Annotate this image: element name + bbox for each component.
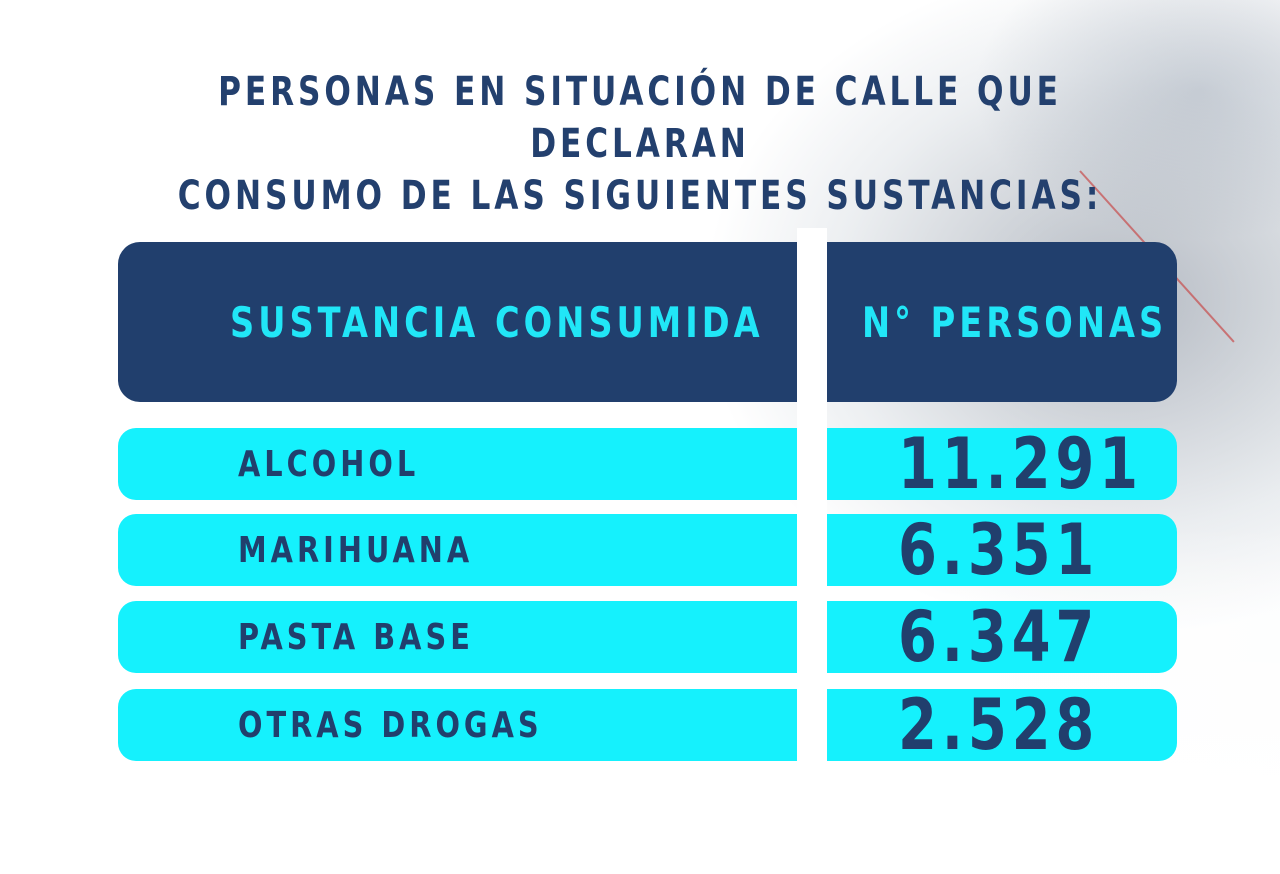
substance-label: MARIHUANA [238,529,474,571]
chart-title-line-2: CONSUMO DE LAS SIGUIENTES SUSTANCIAS: [177,173,1103,219]
persons-value: 11.291 [898,423,1143,505]
substance-label: OTRAS DROGAS [238,704,543,746]
substance-label: PASTA BASE [238,616,474,658]
table-row: MARIHUANA 6.351 [118,509,1177,591]
persons-value: 6.351 [898,509,1100,591]
table-row: PASTA BASE 6.347 [118,596,1177,678]
table-row: ALCOHOL 11.291 [118,423,1177,505]
persons-value: 6.347 [898,596,1100,678]
chart-title: PERSONAS EN SITUACIÓN DE CALLE QUE DECLA… [141,66,1139,222]
substance-label: ALCOHOL [238,443,420,485]
column-header-substance: SUSTANCIA CONSUMIDA [230,297,764,347]
chart-title-line-1: PERSONAS EN SITUACIÓN DE CALLE QUE DECLA… [218,69,1062,167]
persons-value: 2.528 [898,684,1100,766]
column-divider [797,228,827,768]
column-header-persons: N° PERSONAS [862,297,1168,347]
table-row: OTRAS DROGAS 2.528 [118,684,1177,766]
table-header: SUSTANCIA CONSUMIDA N° PERSONAS [118,242,1177,402]
